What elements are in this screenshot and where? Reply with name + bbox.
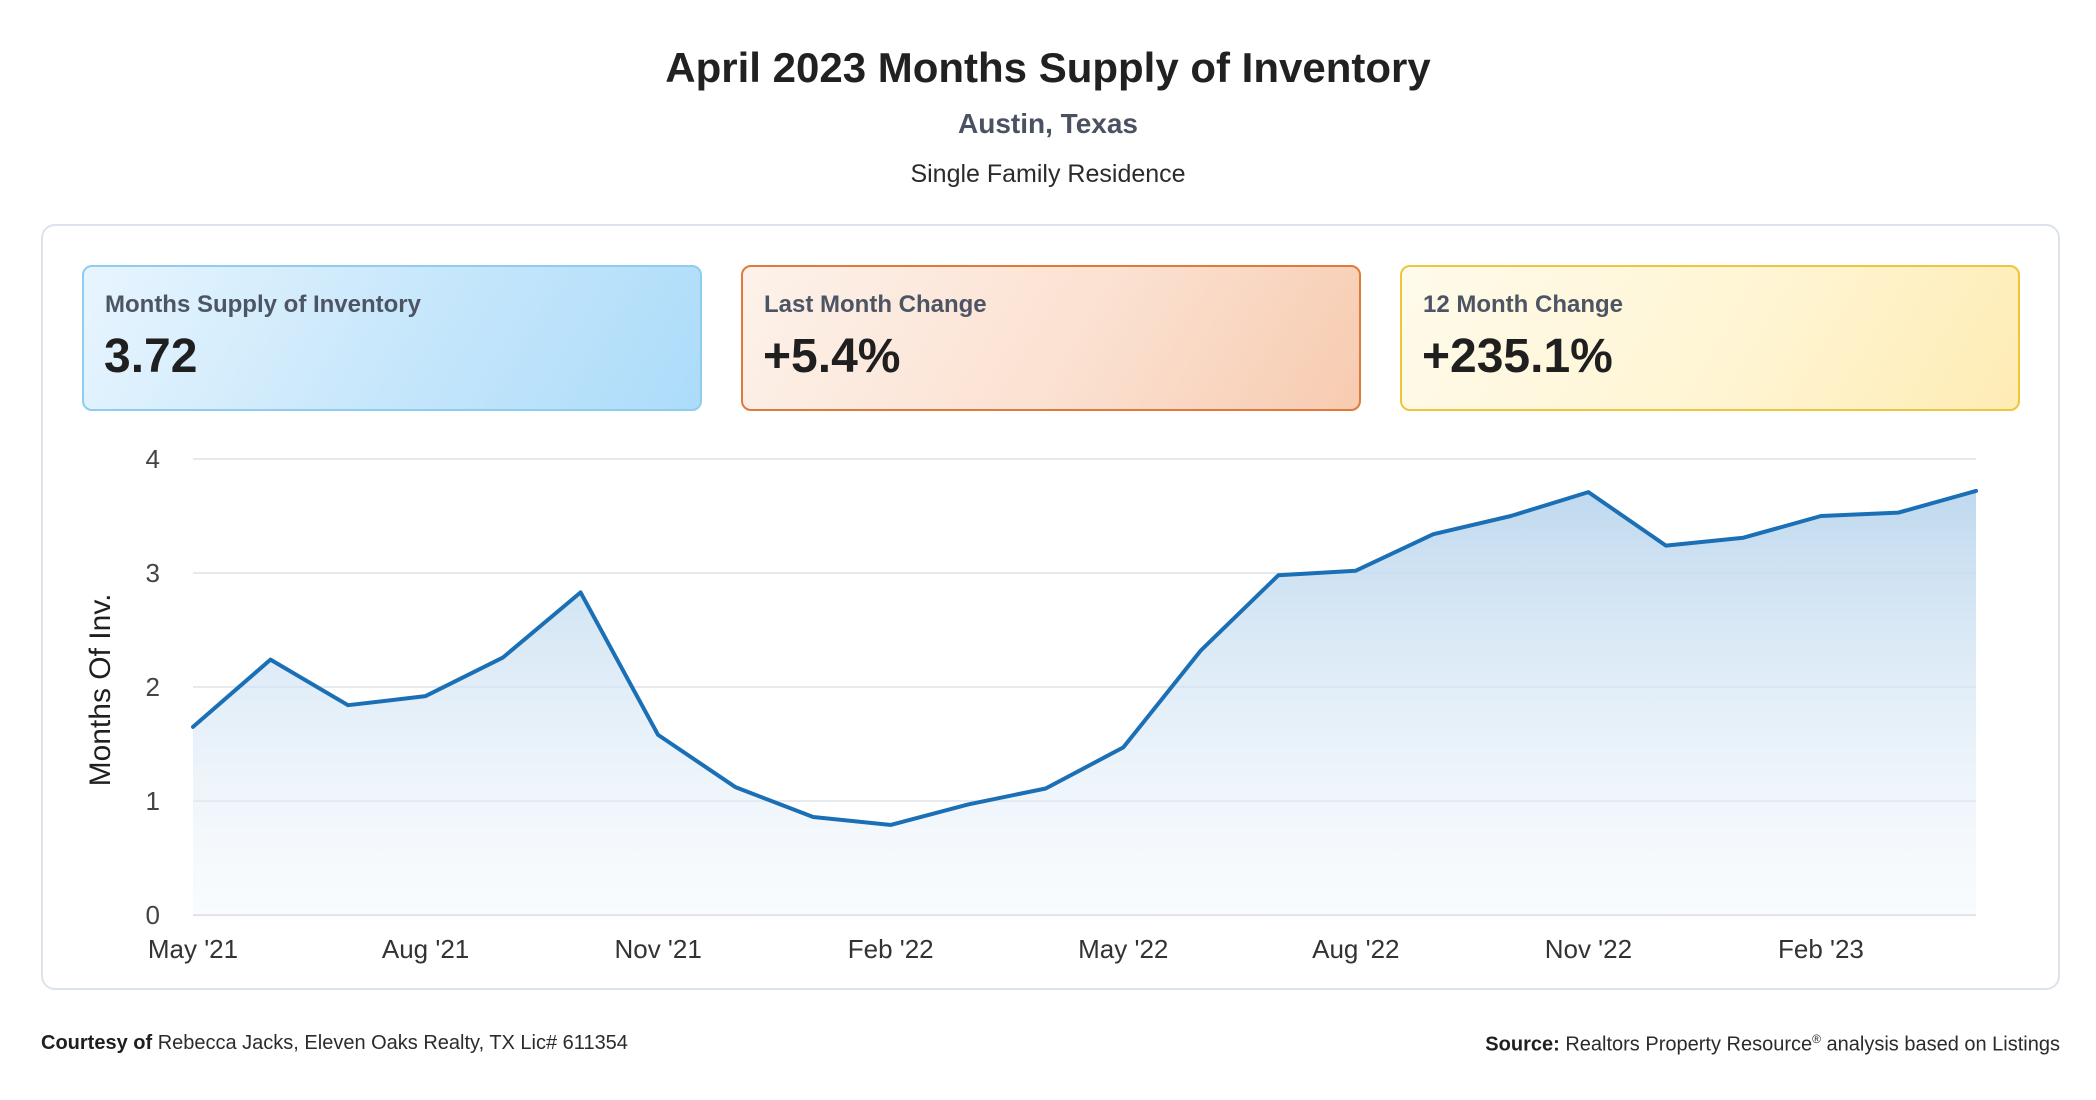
source-label: Source: (1485, 1033, 1560, 1056)
stat-card-value: 3.72 (104, 330, 198, 383)
courtesy-label: Courtesy of (41, 1032, 153, 1054)
location-subtitle: Austin, Texas (958, 108, 1138, 139)
y-tick-label: 2 (146, 672, 160, 702)
y-tick-label: 0 (146, 900, 160, 930)
stat-card-value: +235.1% (1422, 330, 1613, 383)
y-tick-label: 4 (146, 444, 160, 474)
stat-card-label: Last Month Change (764, 291, 987, 318)
stat-card-label: 12 Month Change (1423, 291, 1624, 318)
line-layer (191, 488, 1978, 827)
stat-card-value: +5.4% (763, 330, 901, 383)
x-tick-label: Aug '21 (382, 934, 469, 964)
x-tick-label: Nov '22 (1545, 934, 1632, 964)
y-tick-label: 3 (146, 558, 160, 588)
stat-card-label: Months Supply of Inventory (105, 291, 421, 318)
stat-card-12-month-change: 12 Month Change +235.1% (1400, 265, 2020, 411)
page-title: April 2023 Months Supply of Inventory (665, 44, 1431, 91)
stat-card-months-supply: Months Supply of Inventory 3.72 (82, 265, 702, 411)
x-axis-ticks: May '21 Aug '21 Nov '21 Feb '22 May '22 Aug '… (148, 934, 1864, 964)
courtesy-text: Rebecca Jacks, Eleven Oaks Realty, TX Li… (157, 1032, 628, 1054)
area-layer (193, 490, 1976, 915)
source-suffix: analysis based on Listings (1826, 1033, 2060, 1056)
y-axis-label: Months Of Inv. (84, 594, 117, 787)
x-tick-label: May '22 (1078, 934, 1168, 964)
source-text: Realtors Property Resource (1565, 1033, 1813, 1056)
stat-card-last-month-change: Last Month Change +5.4% (741, 265, 1361, 411)
x-tick-label: Aug '22 (1312, 934, 1399, 964)
y-axis-ticks: 0 1 2 3 4 (146, 444, 160, 930)
x-tick-label: Feb '22 (848, 934, 934, 964)
x-tick-label: May '21 (148, 934, 238, 964)
x-tick-label: Feb '23 (1778, 934, 1864, 964)
registered-mark: ® (1812, 1032, 1821, 1046)
y-tick-label: 1 (146, 786, 160, 816)
courtesy-line: Courtesy of Rebecca Jacks, Eleven Oaks R… (41, 1032, 628, 1055)
x-tick-label: Nov '21 (614, 934, 701, 964)
area-fill (193, 490, 1976, 915)
series-line (191, 488, 1978, 827)
property-type-subtitle: Single Family Residence (910, 160, 1186, 188)
source-line: Source: Realtors Property Resource® anal… (1485, 1032, 2060, 1057)
